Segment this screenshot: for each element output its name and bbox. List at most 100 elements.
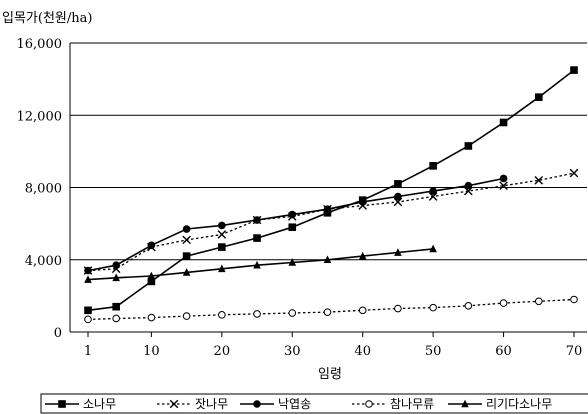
data-point	[570, 66, 578, 74]
series-group	[83, 66, 579, 324]
x-tick-label: 70	[566, 344, 583, 359]
data-point	[253, 310, 261, 318]
y-tick-label: 4,000	[25, 254, 62, 269]
data-point	[288, 258, 297, 266]
data-point	[112, 273, 120, 282]
x-tick-label: 40	[354, 344, 371, 359]
data-point	[499, 181, 508, 190]
data-point	[323, 308, 332, 316]
data-point	[288, 309, 297, 317]
legend-item: 낙엽송	[240, 397, 311, 411]
data-point	[112, 302, 120, 311]
data-point	[499, 174, 508, 183]
y-tick-label: 16,000	[17, 37, 63, 52]
x-tick-label: 20	[214, 344, 231, 359]
data-point	[218, 264, 226, 273]
data-point	[570, 295, 578, 304]
data-point	[112, 261, 120, 269]
x-tick-label: 30	[284, 344, 301, 359]
data-point	[429, 162, 437, 170]
legend-marker	[461, 399, 469, 408]
data-point	[464, 302, 473, 310]
data-point	[499, 299, 508, 307]
data-point	[323, 255, 332, 264]
data-point	[464, 142, 473, 150]
x-tick-label: 10	[143, 344, 160, 359]
data-point	[147, 241, 156, 250]
legend-item: 잣나무	[157, 397, 228, 411]
data-point	[288, 210, 297, 219]
series-5	[84, 244, 437, 283]
data-point	[429, 303, 437, 312]
gridlines	[70, 42, 587, 261]
x-tick-label: 50	[425, 344, 442, 359]
data-point	[218, 221, 226, 230]
y-tick-label: 0	[54, 326, 62, 341]
legend-item: 리기다소나무	[448, 397, 552, 411]
y-tick-label: 12,000	[17, 109, 63, 124]
data-point	[182, 225, 191, 233]
data-point	[358, 198, 367, 206]
data-point	[182, 312, 191, 320]
data-point	[323, 205, 332, 213]
data-point	[428, 192, 438, 201]
data-point	[394, 192, 402, 201]
legend-label: 잣나무	[195, 397, 228, 411]
data-point	[147, 277, 156, 286]
data-point	[429, 244, 437, 253]
data-point	[534, 93, 543, 101]
y-tick-labels: 0 4,000 8,000 12,000 16,000	[17, 37, 63, 341]
y-axis-title: 입목가(천원/ha)	[2, 11, 92, 26]
data-point	[253, 234, 261, 242]
data-point	[394, 248, 402, 256]
legend-item: 참나무류	[352, 397, 434, 411]
series-3	[84, 174, 508, 275]
data-point	[253, 216, 261, 224]
data-point	[464, 181, 473, 190]
data-point	[394, 304, 402, 313]
series-line	[87, 248, 434, 281]
x-tick-label: 1	[84, 344, 92, 359]
y-tick-label: 8,000	[25, 182, 62, 197]
data-point	[569, 168, 579, 178]
data-point	[84, 275, 92, 283]
data-point	[499, 118, 508, 127]
legend-marker	[58, 400, 66, 408]
data-point	[288, 223, 297, 232]
data-point	[147, 271, 156, 280]
data-point	[534, 175, 544, 185]
data-point	[84, 266, 92, 275]
data-point	[218, 243, 226, 251]
legend-marker	[253, 400, 261, 408]
data-point	[358, 306, 367, 315]
data-point	[218, 311, 226, 319]
data-point	[253, 260, 261, 269]
series-4	[84, 295, 578, 324]
series-2	[83, 168, 579, 275]
x-tick-label: 60	[495, 344, 512, 359]
legend-label: 낙엽송	[278, 397, 311, 411]
legend-label: 소나무	[83, 397, 116, 411]
data-point	[429, 187, 437, 195]
series-line	[87, 298, 575, 321]
data-point	[464, 186, 473, 196]
data-point	[534, 297, 543, 306]
data-point	[84, 315, 92, 324]
legend: 소나무 잣나무 낙엽송 참나무류 리기다소나무	[40, 393, 588, 414]
legend-marker	[365, 400, 373, 408]
x-tick-labels: 1 10 20 30 40 50 60 70	[84, 344, 582, 359]
legend-item: 소나무	[45, 397, 116, 411]
data-point	[217, 230, 227, 239]
data-point	[182, 268, 191, 276]
legend-label: 리기다소나무	[486, 397, 552, 411]
legend-box	[40, 393, 588, 414]
data-point	[394, 180, 402, 188]
data-point	[358, 251, 367, 260]
series-1	[84, 66, 578, 315]
axes	[69, 43, 587, 337]
x-axis-title: 임령	[318, 367, 342, 382]
legend-marker	[169, 399, 179, 409]
data-point	[393, 197, 403, 207]
data-point	[84, 306, 92, 315]
